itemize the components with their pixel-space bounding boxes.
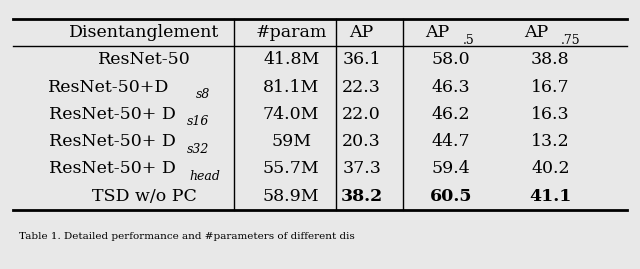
Text: 22.0: 22.0 <box>342 106 381 123</box>
Text: head: head <box>189 170 220 183</box>
Text: 81.1M: 81.1M <box>263 79 319 95</box>
Text: 13.2: 13.2 <box>531 133 570 150</box>
Text: 41.8M: 41.8M <box>263 51 319 68</box>
Text: ResNet-50+ D: ResNet-50+ D <box>49 106 175 123</box>
Text: 22.3: 22.3 <box>342 79 381 95</box>
Text: s16: s16 <box>188 115 209 128</box>
Text: #param: #param <box>255 24 327 41</box>
Text: 16.3: 16.3 <box>531 106 570 123</box>
Text: 40.2: 40.2 <box>531 160 570 177</box>
Text: 44.7: 44.7 <box>432 133 470 150</box>
Text: 20.3: 20.3 <box>342 133 381 150</box>
Text: 58.0: 58.0 <box>432 51 470 68</box>
Text: ResNet-50+ D: ResNet-50+ D <box>49 133 175 150</box>
Text: AP: AP <box>425 24 449 41</box>
Text: 36.1: 36.1 <box>342 51 381 68</box>
Text: s32: s32 <box>188 143 209 156</box>
Text: 41.1: 41.1 <box>529 188 572 205</box>
Text: 38.8: 38.8 <box>531 51 570 68</box>
Text: 38.2: 38.2 <box>340 188 383 205</box>
Text: 55.7M: 55.7M <box>263 160 319 177</box>
Text: 58.9M: 58.9M <box>263 188 319 205</box>
Text: 37.3: 37.3 <box>342 160 381 177</box>
Text: .75: .75 <box>561 34 580 47</box>
Text: .5: .5 <box>463 34 475 47</box>
Text: 59.4: 59.4 <box>432 160 470 177</box>
Text: s8: s8 <box>196 88 210 101</box>
Text: AP: AP <box>349 24 374 41</box>
Text: ResNet-50+ D: ResNet-50+ D <box>49 160 175 177</box>
Text: TSD w/o PC: TSD w/o PC <box>92 188 196 205</box>
Text: 60.5: 60.5 <box>430 188 472 205</box>
Text: ResNet-50: ResNet-50 <box>98 51 190 68</box>
Text: 16.7: 16.7 <box>531 79 570 95</box>
Text: 46.3: 46.3 <box>432 79 470 95</box>
Text: Disentanglement: Disentanglement <box>69 24 219 41</box>
Text: AP: AP <box>524 24 548 41</box>
Text: Table 1. Detailed performance and #parameters of different dis: Table 1. Detailed performance and #param… <box>19 232 355 241</box>
Text: ResNet-50+D: ResNet-50+D <box>48 79 170 95</box>
Text: 46.2: 46.2 <box>432 106 470 123</box>
Text: 74.0M: 74.0M <box>263 106 319 123</box>
Text: 59M: 59M <box>271 133 311 150</box>
